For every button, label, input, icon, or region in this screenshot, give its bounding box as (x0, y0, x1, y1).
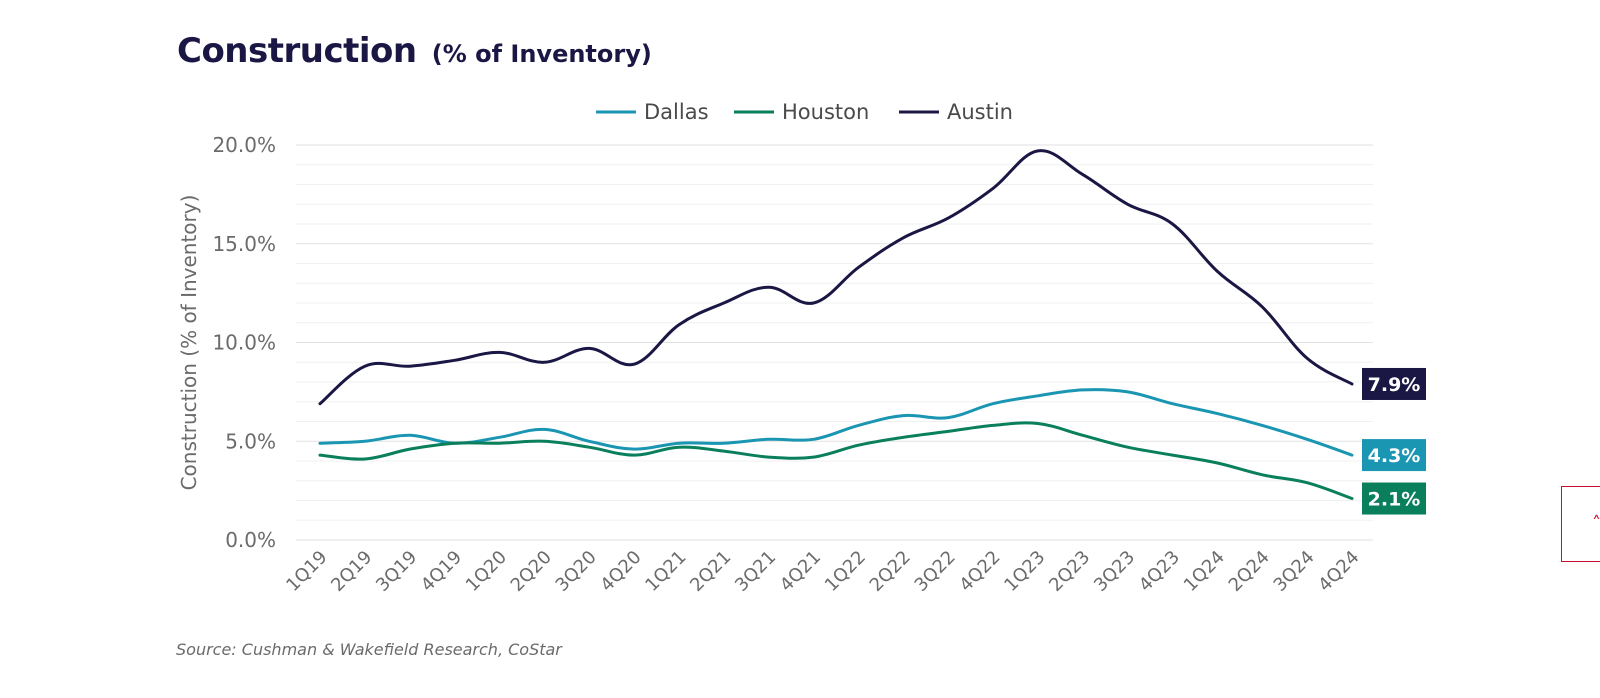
x-tick-label: 1Q21 (641, 547, 690, 596)
x-tick-label: 2Q23 (1045, 547, 1094, 596)
scroll-to-top-button[interactable]: ˄ (1561, 486, 1600, 562)
x-tick-label: 3Q22 (911, 547, 960, 596)
x-tick-label: 1Q19 (282, 547, 331, 596)
series-line-austin (318, 149, 1354, 406)
x-tick-label: 1Q22 (821, 547, 870, 596)
chart-title-main: Construction (177, 31, 417, 71)
y-tick-label: 5.0% (225, 429, 276, 453)
x-tick-label: 2Q21 (686, 547, 735, 596)
end-label-austin: 7.9% (1368, 374, 1421, 396)
x-tick-label: 4Q20 (596, 547, 645, 596)
y-tick-label: 20.0% (212, 133, 276, 157)
y-tick-label: 0.0% (225, 528, 276, 552)
x-tick-label: 3Q21 (731, 547, 780, 596)
end-label-badge-austin (1362, 367, 1426, 400)
legend-label-austin: Austin (947, 100, 1013, 124)
x-tick-label: 3Q19 (372, 547, 421, 596)
x-tick-label: 1Q23 (1000, 547, 1049, 596)
source-note: Source: Cushman & Wakefield Research, Co… (176, 640, 562, 659)
x-tick-label: 3Q23 (1090, 547, 1139, 596)
legend-label-houston: Houston (782, 100, 869, 124)
y-tick-label: 10.0% (212, 331, 276, 355)
x-tick-label: 2Q24 (1225, 547, 1274, 596)
x-tick-label: 4Q21 (776, 547, 825, 596)
x-tick-label: 4Q24 (1314, 547, 1363, 596)
chevron-up-icon: ˄ (1592, 513, 1600, 534)
x-tick-label: 1Q24 (1180, 547, 1229, 596)
x-tick-label: 1Q20 (462, 547, 511, 596)
end-label-dallas: 4.3% (1368, 445, 1421, 467)
chart-title-sub: (% of Inventory) (431, 40, 652, 68)
end-label-houston: 2.1% (1368, 489, 1421, 511)
legend-label-dallas: Dallas (644, 100, 709, 124)
y-tick-label: 15.0% (212, 232, 276, 256)
x-tick-label: 2Q19 (327, 547, 376, 596)
x-tick-label: 3Q24 (1270, 547, 1319, 596)
series-line-dallas (318, 388, 1354, 457)
x-tick-label: 2Q22 (866, 547, 915, 596)
x-tick-label: 4Q22 (955, 547, 1004, 596)
y-axis-title: Construction (% of Inventory) (177, 195, 201, 491)
x-tick-label: 3Q20 (552, 547, 601, 596)
x-tick-label: 4Q19 (417, 547, 466, 596)
x-tick-label: 2Q20 (507, 547, 556, 596)
series-line-houston (318, 421, 1354, 500)
x-tick-label: 4Q23 (1135, 547, 1184, 596)
chart-title: Construction (% of Inventory) (177, 34, 652, 68)
end-label-badge-houston (1362, 482, 1426, 515)
end-label-badge-dallas (1362, 439, 1426, 472)
